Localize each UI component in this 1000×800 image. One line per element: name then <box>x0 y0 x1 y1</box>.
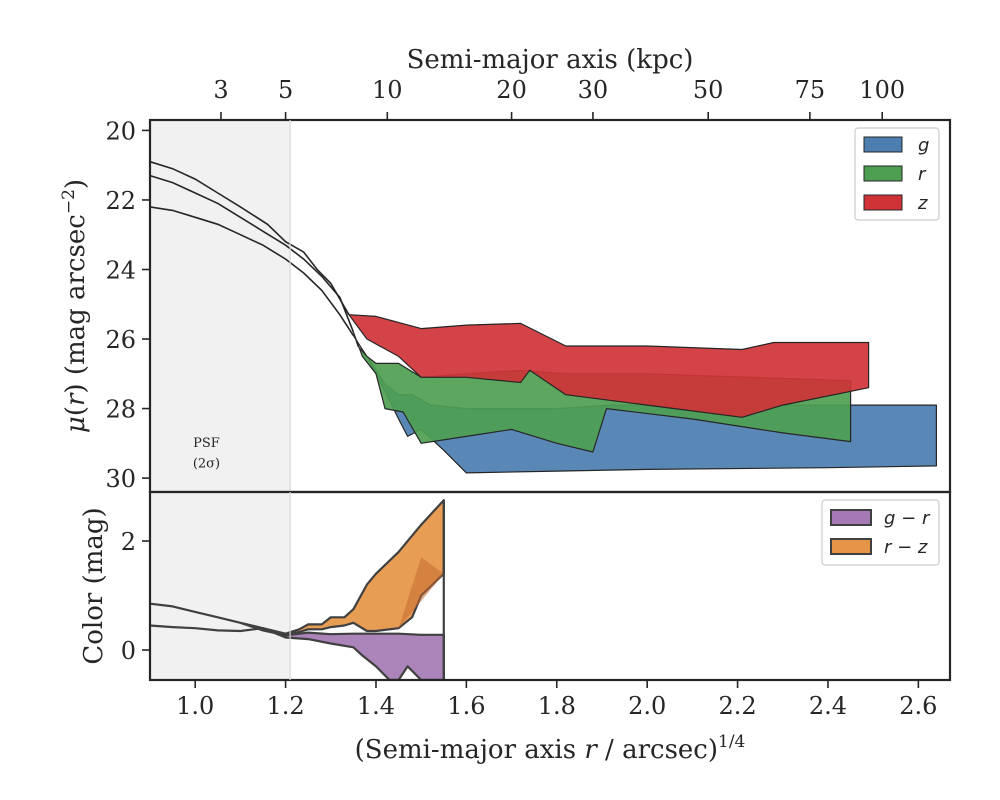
kpc-tick-label: 100 <box>859 76 905 104</box>
surface-brightness-panel: PSF (2σ) 20 22 24 26 28 30 3 5 10 20 30 50 75 100 Se… <box>59 45 952 494</box>
top-x-axis-ticks: 3 5 10 20 30 50 75 100 <box>213 76 905 120</box>
psf-label: PSF <box>193 436 220 451</box>
psf-shaded-region <box>150 120 291 492</box>
kpc-tick-label: 20 <box>496 76 527 104</box>
color-legend-label-1: r − z <box>884 537 928 558</box>
inner-profile-1 <box>149 174 355 333</box>
y-tick-label: 30 <box>105 465 136 493</box>
x-axis-ticks: 1.0 1.2 1.4 1.6 1.8 2.0 2.2 2.4 2.6 <box>176 680 937 720</box>
surface-brightness-legend: grz <box>854 127 940 221</box>
legend-swatch-g <box>863 136 903 153</box>
top-axis-title: Semi-major axis (kpc) <box>407 45 694 75</box>
color-y-tick-label: 0 <box>121 637 136 665</box>
legend-label-g: g <box>918 135 929 156</box>
color-panel: 02 1.0 1.2 1.4 1.6 1.8 2.0 2.2 2.4 2.6 Color (ma… <box>79 490 952 765</box>
x-axis-title: (Semi-major axis r / arcsec)1/4 <box>355 732 746 765</box>
x-tick-label: 1.4 <box>357 692 395 720</box>
y-tick-label: 24 <box>105 256 136 284</box>
y-tick-label: 20 <box>105 117 136 145</box>
y-tick-label: 28 <box>105 396 136 424</box>
psf-shaded-region-color <box>150 492 291 680</box>
top-y-axis-ticks: 20 22 24 26 28 30 <box>105 117 150 493</box>
legend-swatch-r <box>863 165 903 182</box>
y-tick-label: 26 <box>105 326 136 354</box>
color-y-axis-ticks: 02 <box>121 528 150 665</box>
x-tick-label: 2.0 <box>628 692 666 720</box>
color-y-tick-label: 2 <box>121 528 136 556</box>
surface-brightness-y-axis-title: μ(r) (mag arcsec−2) <box>59 179 91 433</box>
inner-profile-lines <box>149 160 355 337</box>
kpc-tick-label: 30 <box>578 76 609 104</box>
color-legend-label-0: g − r <box>884 508 931 529</box>
color-legend-swatch-0 <box>830 509 872 526</box>
kpc-tick-label: 75 <box>795 76 826 104</box>
x-tick-label: 2.6 <box>899 692 937 720</box>
kpc-tick-label: 10 <box>372 76 403 104</box>
x-tick-label: 1.6 <box>447 692 485 720</box>
color-legend-swatch-1 <box>830 538 872 555</box>
x-tick-label: 1.8 <box>538 692 576 720</box>
color-band-overlap <box>398 557 444 629</box>
legend-swatch-z <box>863 194 903 211</box>
legend-label-r: r <box>918 164 927 185</box>
legend-label-z: z <box>917 193 928 214</box>
bottom-panel-frame <box>148 490 952 682</box>
surface-brightness-areas <box>348 314 937 474</box>
color-y-axis-title: Color (mag) <box>79 507 109 664</box>
x-tick-label: 2.2 <box>718 692 756 720</box>
color-areas <box>150 499 445 680</box>
x-tick-label: 2.4 <box>809 692 847 720</box>
kpc-tick-label: 5 <box>278 76 293 104</box>
x-tick-label: 1.2 <box>267 692 305 720</box>
y-tick-label: 22 <box>105 187 136 215</box>
band-z <box>348 314 870 418</box>
inner-profile-0 <box>149 160 350 316</box>
x-tick-label: 1.0 <box>176 692 214 720</box>
inner-profile-2 <box>149 206 355 337</box>
kpc-tick-label: 3 <box>213 76 228 104</box>
color-legend: g − r r − z <box>821 499 940 566</box>
psf-sigma-label: (2σ) <box>193 457 220 472</box>
kpc-tick-label: 50 <box>693 76 724 104</box>
